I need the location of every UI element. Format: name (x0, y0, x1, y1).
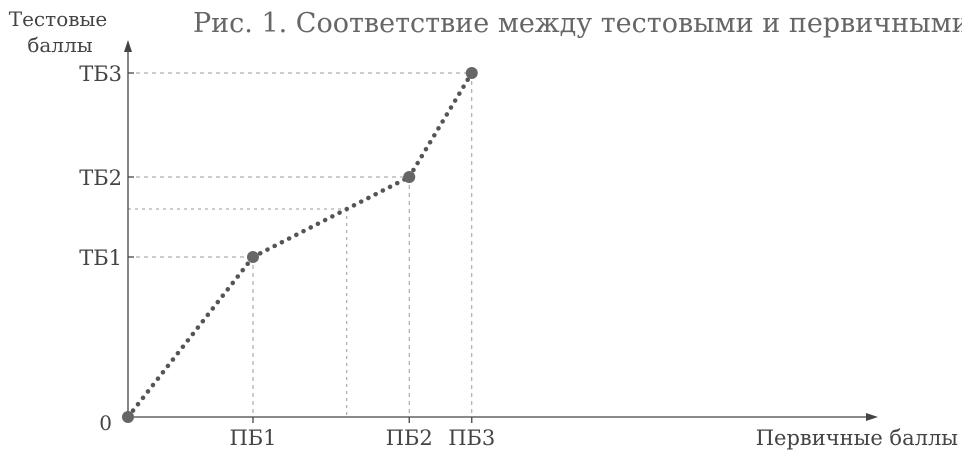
y-tick-label-1: ТБ1 (79, 246, 122, 270)
x-tick-label-3: ПБ3 (448, 426, 495, 450)
data-point-2 (403, 171, 416, 183)
axes (124, 40, 878, 423)
data-point-1 (247, 251, 259, 263)
y-axis-label-line1: Тестовые (9, 7, 108, 31)
x-axis-arrow (866, 413, 878, 421)
origin-label: 0 (99, 411, 112, 435)
series-line (122, 67, 478, 423)
series-segment-2 (250, 174, 412, 260)
y-tick-label-3: ТБ3 (79, 62, 122, 86)
figure-title: Рис. 1. Соответствие между тестовыми и п… (193, 8, 962, 39)
x-tick-label-2: ПБ2 (386, 426, 433, 450)
guide-lines (128, 72, 473, 417)
y-axis-label-line2: баллы (27, 33, 92, 57)
x-axis-label: Первичные баллы (756, 426, 958, 450)
series-segment-3 (407, 70, 474, 180)
series-segment-1 (125, 254, 256, 420)
y-axis-arrow (124, 40, 132, 52)
data-point-3 (465, 67, 478, 79)
axis-labels: ТБ1 ТБ2 ТБ3 ПБ1 ПБ2 ПБ3 0 Первичные баллы Тестов… (9, 7, 958, 450)
x-tick-label-1: ПБ1 (229, 426, 276, 450)
data-point-0 (122, 411, 134, 423)
y-tick-label-2: ТБ2 (79, 166, 122, 190)
